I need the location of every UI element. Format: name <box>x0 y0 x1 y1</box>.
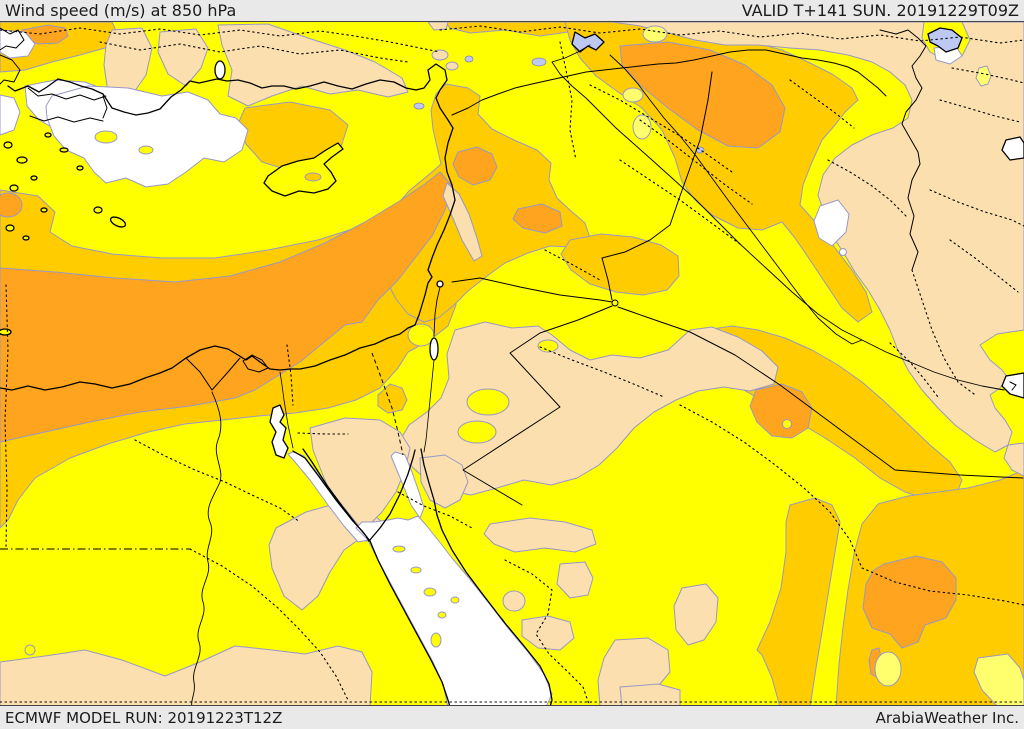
red-sea-islands <box>392 545 460 648</box>
orange-wind-regions <box>0 24 957 679</box>
map-footer: ECMWF MODEL RUN: 20191223T12Z ArabiaWeat… <box>0 706 1024 729</box>
border-tripoint-loop <box>611 299 619 307</box>
iraq-saudi-border <box>617 306 1024 479</box>
cyprus <box>263 142 344 197</box>
aegean-islands <box>0 132 127 336</box>
outlined-lakes <box>214 27 1024 459</box>
rivers <box>191 44 1005 705</box>
country-borders-solid <box>279 29 1024 506</box>
bardawil-lagoon <box>242 354 269 373</box>
weather-map <box>0 22 1024 705</box>
bitter-lakes <box>269 404 289 459</box>
valid-time-label: VALID T+141 SUN. 20191229T09Z <box>741 1 1019 20</box>
calm-white-regions <box>0 29 963 705</box>
white-region-yellow-holes <box>94 130 154 155</box>
red-sea-east-coast <box>436 514 553 705</box>
gulf-squiggle <box>1009 381 1017 391</box>
weather-map-container <box>0 21 1024 706</box>
red-sea-west-coast <box>369 540 451 705</box>
dead-sea <box>429 337 439 361</box>
jordan-river <box>433 286 441 337</box>
nile-river <box>191 391 222 705</box>
nile-delta-branches <box>185 357 241 391</box>
sea-of-galilee <box>436 280 444 288</box>
model-run-label: ECMWF MODEL RUN: 20191223T12Z <box>5 708 283 727</box>
country-borders-dotted <box>0 25 1024 705</box>
sinai-aqaba-coasts <box>368 448 438 542</box>
tigris-river <box>609 54 863 345</box>
greek-coast <box>0 27 25 85</box>
shatt-al-arab <box>861 339 1005 391</box>
jordan-saudi-border <box>462 305 613 506</box>
suez-canal <box>279 371 294 449</box>
euphrates-river <box>551 44 863 341</box>
credit-label: ArabiaWeather Inc. <box>875 708 1019 727</box>
mediterranean-coast <box>0 63 456 391</box>
gulf-of-suez-coasts <box>292 448 371 542</box>
marmara-coast <box>27 87 108 123</box>
ataturk-reservoir <box>571 31 605 53</box>
turkey-syria-iraq-border <box>451 49 887 116</box>
map-header: Wind speed (m/s) at 850 hPa VALID T+141 … <box>0 0 1024 21</box>
persian-gulf-tip <box>1001 372 1024 399</box>
coastlines <box>0 27 1017 705</box>
lake-urmia <box>1001 136 1024 161</box>
contour-core-dot <box>782 419 792 429</box>
pale-yellow-spots <box>622 25 1024 705</box>
syria-iraq-border <box>601 71 713 301</box>
syria-jordan-border <box>451 277 613 303</box>
israel-jordan-line <box>423 359 435 453</box>
lake-tuz <box>214 60 226 80</box>
page-title: Wind speed (m/s) at 850 hPa <box>5 1 237 20</box>
lake-van <box>927 27 963 53</box>
